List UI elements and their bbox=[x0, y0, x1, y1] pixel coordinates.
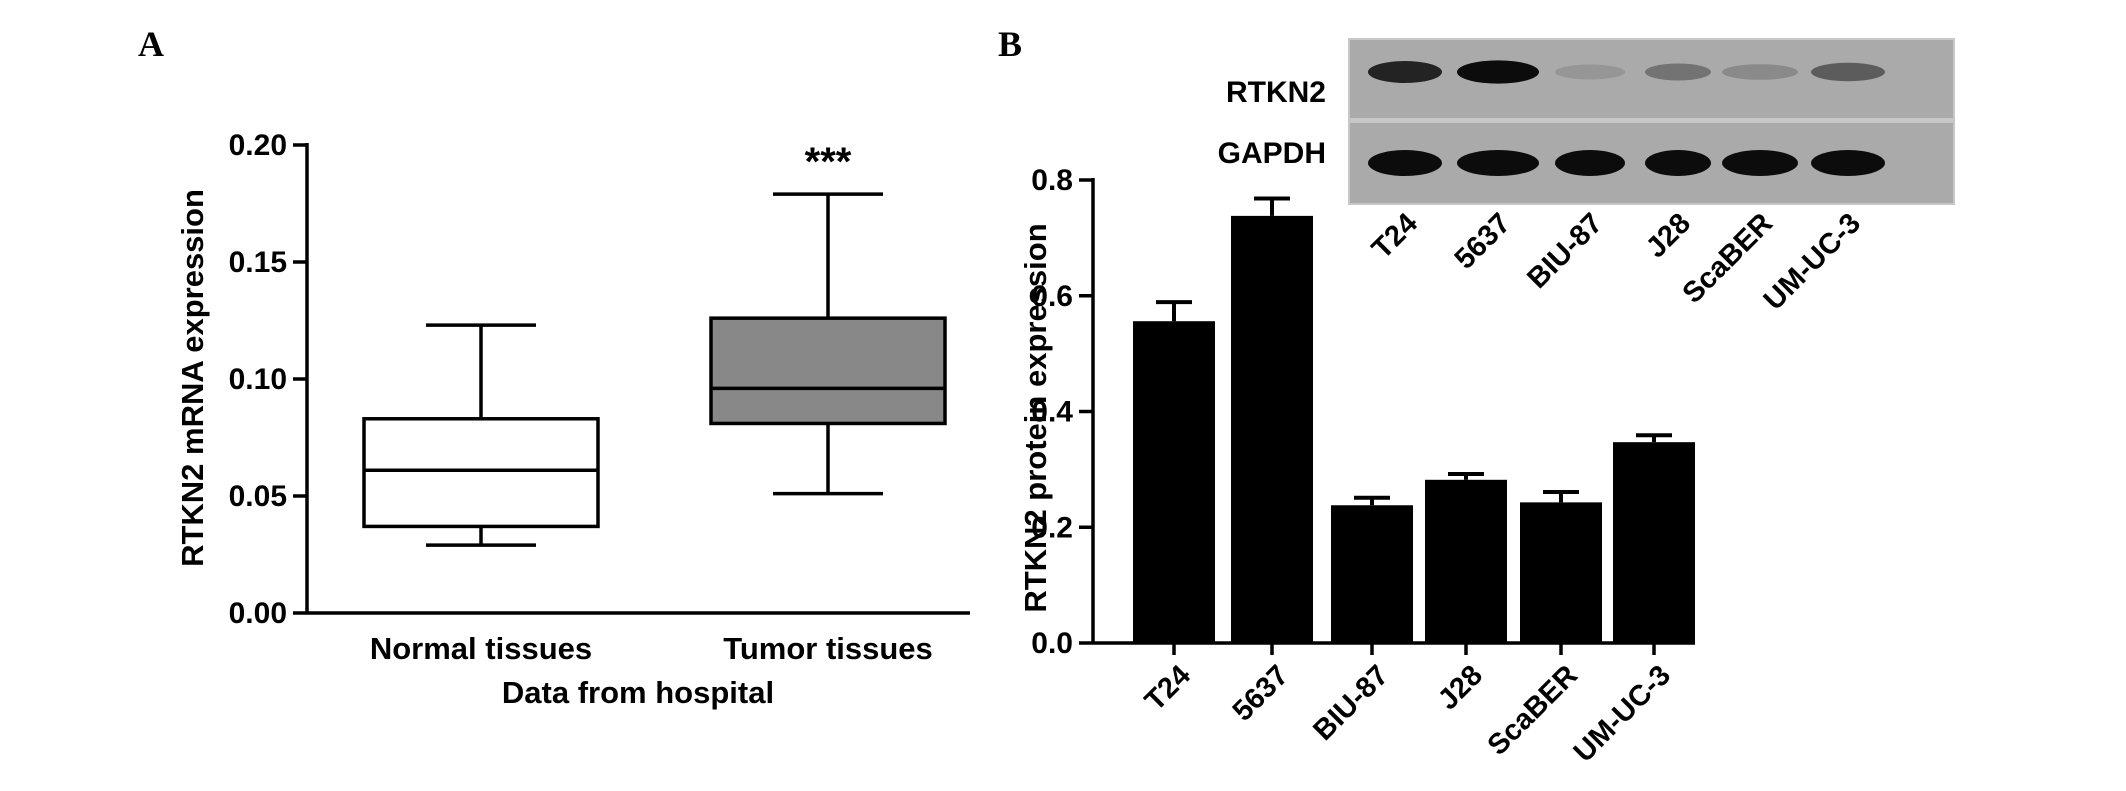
y-tick-label: 0.0 bbox=[1031, 627, 1073, 660]
blot-band bbox=[1555, 150, 1625, 176]
y-axis-title: RTKN2 protein expression bbox=[1018, 223, 1053, 612]
y-axis-title: RTKN2 mRNA expression bbox=[175, 189, 210, 567]
y-tick-label: 0.6 bbox=[1031, 280, 1073, 313]
blot-lane-label: BIU-87 bbox=[1521, 207, 1609, 295]
x-category-label: J28 bbox=[1432, 659, 1489, 716]
blot-row-label: GAPDH bbox=[1218, 137, 1326, 170]
blot-band bbox=[1811, 150, 1885, 176]
bar bbox=[1425, 479, 1507, 643]
blot-lane-label: T24 bbox=[1366, 207, 1424, 265]
panel-letter: B bbox=[998, 24, 1022, 64]
blot-lane-label: UM-UC-3 bbox=[1758, 207, 1867, 316]
iqr-box bbox=[362, 417, 600, 529]
y-tick-label: 0.20 bbox=[229, 129, 287, 162]
blot-band bbox=[1368, 150, 1442, 176]
bar bbox=[1613, 442, 1695, 643]
blot-band bbox=[1645, 63, 1711, 81]
x-category-label: T24 bbox=[1139, 659, 1197, 717]
y-tick-label: 0.4 bbox=[1031, 396, 1073, 429]
y-tick-label: 0.00 bbox=[229, 597, 287, 630]
blot-lane-label: 5637 bbox=[1449, 207, 1517, 275]
bar bbox=[1231, 215, 1313, 643]
blot-band bbox=[1457, 150, 1539, 176]
significance-marker: *** bbox=[805, 140, 852, 184]
bar bbox=[1133, 321, 1215, 643]
x-category-label: Normal tissues bbox=[370, 631, 592, 666]
blot-band bbox=[1722, 150, 1798, 176]
y-tick-label: 0.8 bbox=[1031, 164, 1073, 197]
x-category-label: Tumor tissues bbox=[723, 631, 933, 666]
x-category-label: BIU-87 bbox=[1307, 659, 1395, 747]
bar bbox=[1331, 505, 1413, 643]
x-axis-title: Data from hospital bbox=[502, 675, 774, 710]
y-tick-label: 0.2 bbox=[1031, 511, 1073, 544]
blot-band bbox=[1457, 60, 1539, 84]
x-category-label: UM-UC-3 bbox=[1568, 659, 1677, 768]
blot-band bbox=[1368, 61, 1442, 83]
y-tick-label: 0.05 bbox=[229, 480, 287, 513]
panel-a: A 0.00 0.05 0.10 0.15 0.20 Normal tissues Tumor… bbox=[138, 24, 970, 710]
blot-row-label: RTKN2 bbox=[1226, 76, 1326, 109]
blot-band bbox=[1722, 64, 1798, 80]
blot-band bbox=[1555, 64, 1625, 80]
blot-band bbox=[1645, 150, 1711, 176]
y-tick-label: 0.15 bbox=[229, 246, 287, 279]
panel-letter: A bbox=[138, 24, 164, 64]
y-tick-label: 0.10 bbox=[229, 363, 287, 396]
blot-lane-label: J28 bbox=[1640, 207, 1697, 264]
bar bbox=[1520, 502, 1602, 643]
x-category-label: 5637 bbox=[1227, 659, 1295, 727]
blot-band bbox=[1811, 62, 1885, 82]
iqr-box bbox=[709, 316, 947, 426]
